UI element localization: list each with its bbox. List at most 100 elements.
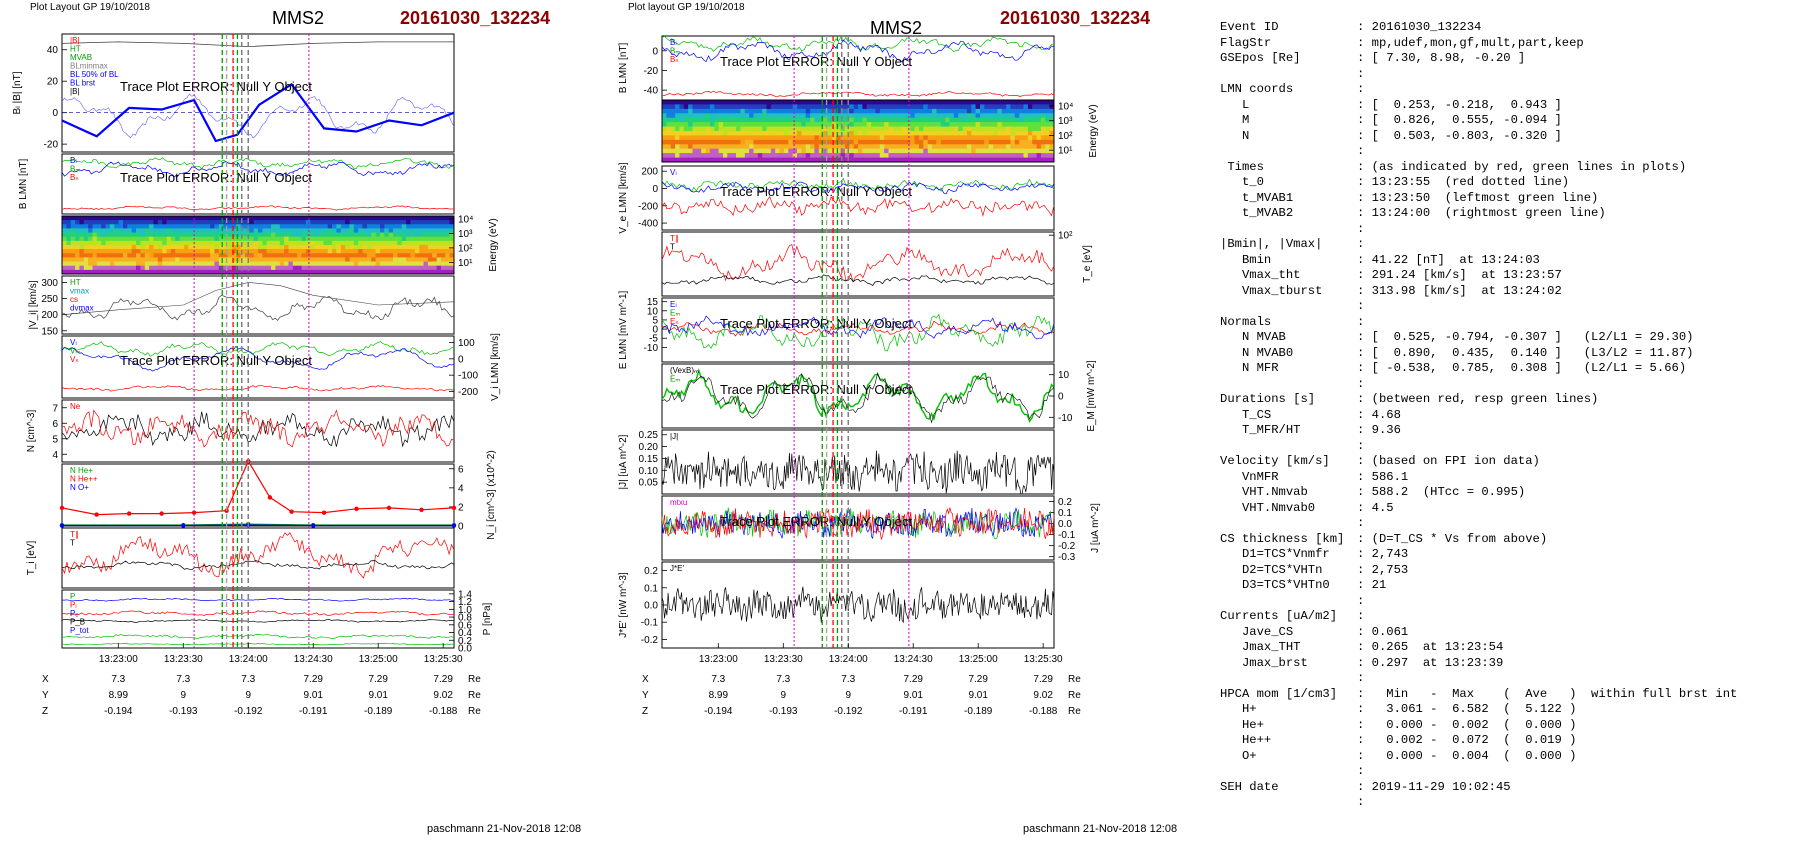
- spectrogram-cell: [993, 122, 998, 127]
- spectrogram-cell: [884, 108, 889, 114]
- position-row-label: X: [42, 674, 49, 685]
- spectrogram-cell: [1006, 148, 1011, 154]
- spectrogram-cell: [380, 232, 385, 238]
- series-line: [61, 93, 455, 139]
- y-tick-label: 10: [1058, 370, 1070, 381]
- spectrogram-cell: [1001, 131, 1007, 136]
- spectrogram-cell: [945, 122, 950, 127]
- spectrogram-cell: [801, 122, 807, 127]
- spectrogram-cell: [709, 126, 715, 132]
- series-line: [61, 411, 455, 448]
- spectrogram-cell: [927, 113, 933, 119]
- spectrogram-cell: [757, 139, 763, 145]
- spectrogram-cell: [210, 269, 215, 275]
- spectrogram-cell: [1019, 113, 1024, 119]
- spectrogram-cell: [271, 232, 276, 238]
- legend-entry: Eₘ: [670, 309, 680, 318]
- spectrogram-cell: [701, 135, 706, 141]
- spectrogram-cell: [445, 220, 451, 225]
- spectrogram-cell: [731, 113, 737, 119]
- spectrogram-cell: [897, 139, 902, 145]
- spectrogram-cell: [797, 139, 802, 145]
- info-separator: :: [1357, 128, 1372, 143]
- position-row-label: Y: [42, 690, 49, 701]
- spectrogram-cell: [83, 257, 89, 262]
- spectrogram-cell: [1049, 148, 1055, 154]
- spectrogram-cell: [188, 265, 194, 271]
- spectrogram-cell: [162, 220, 167, 225]
- spectrogram-cell: [1049, 131, 1055, 136]
- spectrogram-cell: [892, 144, 898, 150]
- legend-entry: T∥: [670, 234, 679, 243]
- spectrogram-cell: [205, 253, 211, 258]
- spectrogram-cell: [109, 236, 115, 242]
- spectrogram-cell: [70, 224, 76, 229]
- spectrogram-cell: [214, 224, 220, 229]
- y-tick-label: -0.2: [641, 635, 659, 646]
- info-row: Bmin: 41.22 [nT] at 13:24:03: [1220, 253, 1800, 269]
- y-axis-label-right: J [uA m^-2]: [1090, 503, 1101, 553]
- spectrogram-cell: [749, 104, 754, 110]
- spectrogram-cell: [262, 257, 268, 262]
- spectrogram-cell: [210, 257, 215, 262]
- spectrogram-cell: [849, 113, 855, 119]
- spectrogram-cell: [901, 126, 907, 132]
- spectrogram-cell: [884, 135, 889, 141]
- spectrogram-cell: [814, 148, 820, 154]
- spectrogram-cell: [109, 245, 115, 250]
- spectrogram-cell: [1023, 100, 1029, 105]
- y-tick-label: 0: [1058, 392, 1064, 403]
- spectrogram-cell: [705, 157, 711, 163]
- info-row: O+: 0.000 - 0.004 ( 0.000 ): [1220, 749, 1800, 765]
- spectrogram-cell: [406, 261, 411, 267]
- spectrogram-cell: [105, 249, 111, 254]
- spectrogram-cell: [714, 148, 720, 154]
- spectrogram-cell: [445, 265, 451, 271]
- spectrogram-cell: [927, 126, 933, 132]
- spectrogram-cell: [153, 253, 159, 258]
- spectrogram-cell: [1019, 126, 1024, 132]
- spectrogram-cell: [779, 153, 785, 158]
- legend-entry: |J|: [670, 432, 678, 441]
- spectrogram-cell: [688, 139, 693, 145]
- spectrogram-cell: [401, 232, 407, 238]
- legend-entry: P_B: [70, 618, 85, 627]
- spectrogram-cell: [279, 220, 285, 225]
- spectrogram-cell: [966, 144, 972, 150]
- spectrogram-cell: [683, 135, 689, 141]
- spectrogram-cell: [297, 245, 302, 250]
- spectrogram-cell: [118, 253, 124, 258]
- y-axis-label: E LMN [mV m^-1]: [618, 290, 629, 369]
- spectrogram-cell: [127, 232, 133, 238]
- spectrogram-cell: [840, 104, 846, 110]
- spectrogram-cell: [1010, 122, 1016, 127]
- spectrogram-cell: [1010, 100, 1016, 105]
- spectrogram-cell: [262, 216, 268, 221]
- info-value: 313.98 [km/s] at 13:24:02: [1371, 283, 1562, 298]
- spectrogram-cell: [393, 261, 398, 267]
- spectrogram-cell: [997, 139, 1003, 145]
- spectrogram-cell: [205, 220, 211, 225]
- y-tick-label: 150: [41, 326, 58, 337]
- spectrogram-cell: [779, 108, 785, 114]
- spectrogram-cell: [249, 249, 255, 254]
- spectrogram-cell: [432, 245, 437, 250]
- spectrogram-cell: [1023, 148, 1029, 154]
- spectrogram-cell: [175, 257, 180, 262]
- spectrogram-cell: [692, 117, 698, 123]
- series-n-o-: [62, 524, 454, 527]
- spectrogram-cell: [131, 220, 137, 225]
- position-row-label: Z: [42, 706, 48, 717]
- spectrogram-cell: [818, 108, 824, 114]
- series-line: [661, 39, 1055, 63]
- spectrogram-cell: [892, 104, 898, 110]
- spectrogram-cell: [162, 224, 167, 229]
- spectrogram-cell: [275, 216, 281, 221]
- spectrogram-cell: [96, 228, 102, 233]
- spectrogram-cell: [975, 122, 981, 127]
- spectrogram-cell: [192, 240, 198, 246]
- spectrogram-cell: [153, 240, 159, 246]
- spectrogram-cell: [692, 108, 698, 114]
- spectrogram-cell: [310, 245, 316, 250]
